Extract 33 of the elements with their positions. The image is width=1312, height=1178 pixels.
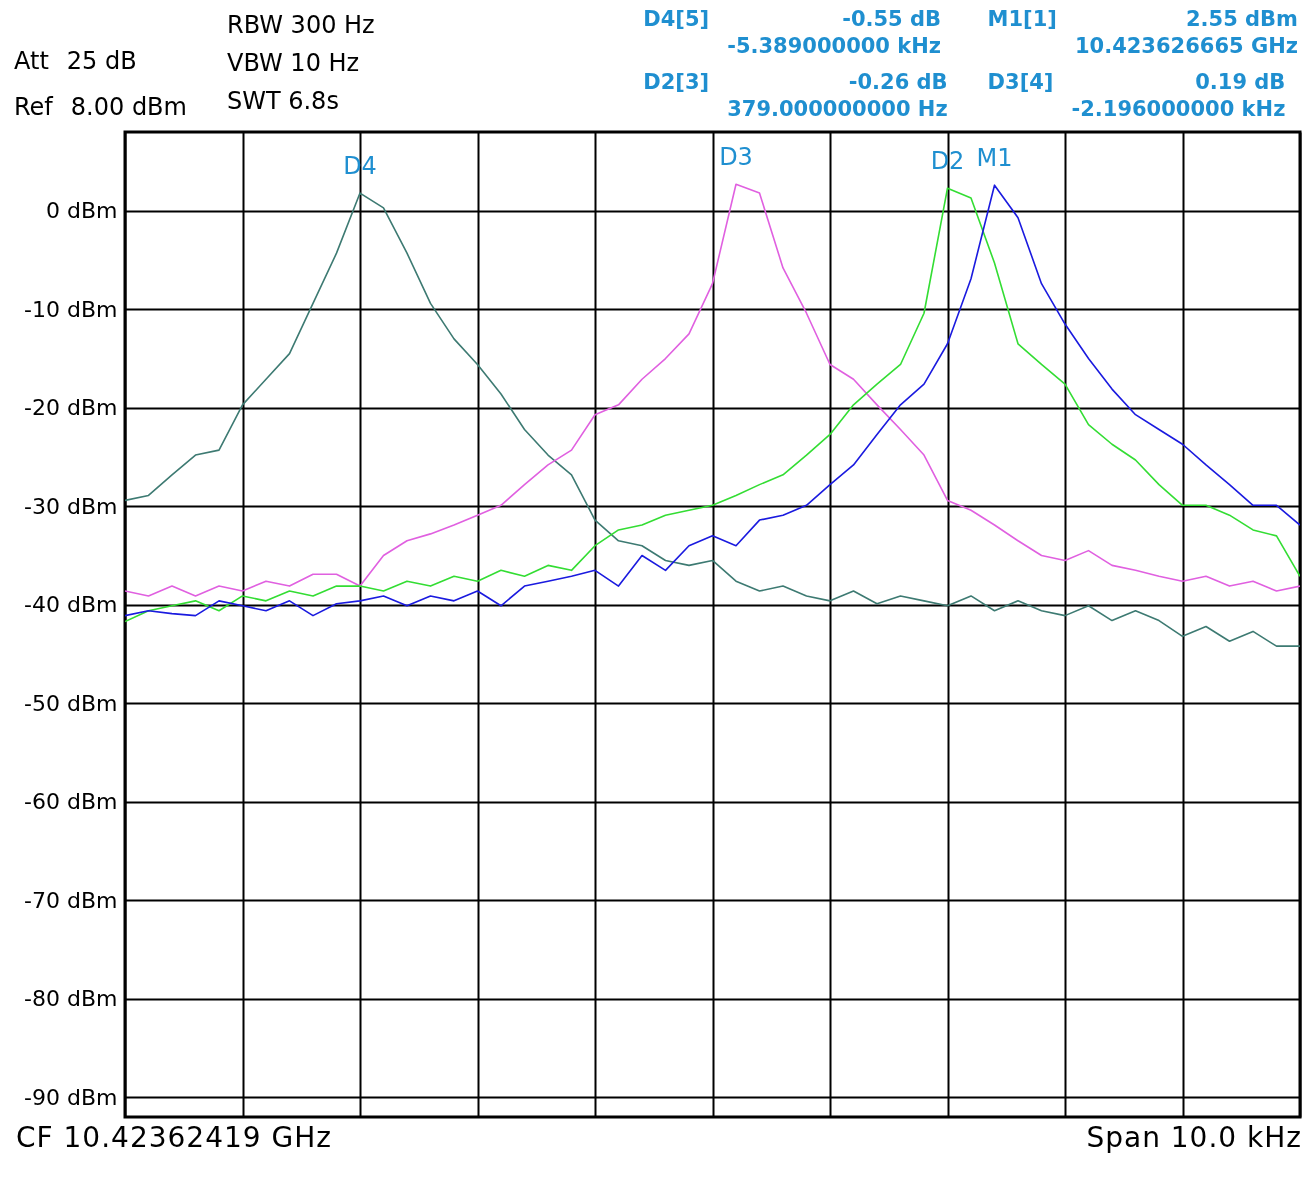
text: -5.389000000 kHz [727, 33, 942, 60]
y-tick-label: -30 dBm [24, 493, 118, 519]
text: -0.55 dB [841, 6, 942, 33]
text: Span 10.0 kHz [1086, 1121, 1302, 1154]
text: D3[4] [987, 69, 1054, 96]
text: 8.00 dBm [70, 93, 187, 121]
text: Ref [14, 93, 53, 121]
y-tick-label: -20 dBm [24, 395, 118, 421]
text: 379.000000000 Hz [727, 96, 948, 123]
text: CF 10.42362419 GHz [16, 1121, 332, 1154]
text: VBW 10 Hz [226, 48, 361, 79]
text: 0.19 dB [1194, 69, 1286, 96]
text: -2.196000000 kHz [1071, 96, 1286, 123]
y-tick-label: -90 dBm [24, 1084, 118, 1110]
text: Att [14, 47, 49, 75]
text: SWT 6.8s [226, 86, 340, 117]
y-tick-label: -60 dBm [24, 789, 118, 815]
y-tick-label: -50 dBm [24, 690, 118, 716]
y-tick-label: -80 dBm [24, 986, 118, 1012]
y-tick-label: -40 dBm [24, 592, 118, 618]
annotation: D3 [719, 143, 753, 172]
text: 25 dB [66, 47, 137, 75]
text: D2[3] [643, 69, 710, 96]
text: 10.423626665 GHz [1074, 33, 1298, 60]
text: RBW 300 Hz [226, 10, 375, 41]
text: -0.26 dB [847, 69, 948, 96]
y-tick-label: -10 dBm [24, 296, 118, 322]
y-tick-label: -70 dBm [24, 887, 118, 913]
text: 2.55 dBm [1184, 6, 1298, 33]
text: M1[1] [987, 6, 1057, 33]
y-tick-label: 0 dBm [46, 198, 118, 224]
annotation: M1 [976, 144, 1013, 173]
text: D4[5] [643, 6, 710, 33]
